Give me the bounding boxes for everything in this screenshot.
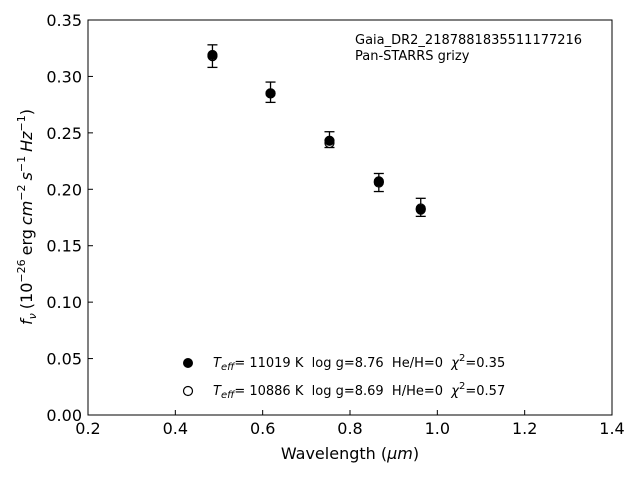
y-tick-label: 0.05 (46, 350, 82, 369)
x-axis-ticks: 0.2 0.4 0.6 0.8 1.0 1.2 1.4 (75, 410, 625, 438)
y-axis-ticks: 0.00 0.05 0.10 0.15 0.20 0.25 0.30 0.35 (46, 11, 93, 425)
model-point-filled (324, 135, 335, 146)
model-point-filled (207, 49, 218, 61)
object-id-label: Gaia_DR2_2187881835511177216 (355, 33, 582, 48)
model-point-filled (373, 176, 384, 187)
y-tick-label: 0.30 (46, 67, 82, 86)
data-marks (207, 44, 426, 218)
y-tick-label: 0.20 (46, 180, 82, 199)
legend-marker-filled (183, 358, 193, 368)
legend-entry-1: Teff= 11019 K log g=8.76 He/H=0 χ2=0.35 (213, 353, 505, 373)
x-axis-label: Wavelength (μm) (281, 444, 419, 463)
legend-marker-open (182, 385, 194, 397)
model-point-filled (265, 88, 276, 99)
y-tick-label: 0.25 (46, 124, 82, 143)
y-axis-label: fν(10−26ergcm−2s−1Hz−1) (15, 109, 39, 325)
y-tick-label: 0.10 (46, 293, 82, 312)
y-tick-label: 0.35 (46, 11, 82, 30)
y-tick-label: 0.15 (46, 237, 82, 256)
x-tick-label: 0.4 (163, 419, 188, 438)
y-tick-label: 0.00 (46, 406, 82, 425)
model-point-filled (415, 204, 426, 215)
x-tick-label: 0.8 (337, 419, 362, 438)
x-tick-label: 0.6 (250, 419, 275, 438)
legend-entry-2: Teff= 10886 K log g=8.69 H/He=0 χ2=0.57 (213, 381, 505, 401)
x-tick-label: 1.4 (599, 419, 624, 438)
x-tick-label: 0.2 (75, 419, 100, 438)
survey-label: Pan-STARRS grizy (355, 49, 470, 64)
x-tick-label: 1.2 (512, 419, 537, 438)
x-tick-label: 1.0 (425, 419, 450, 438)
